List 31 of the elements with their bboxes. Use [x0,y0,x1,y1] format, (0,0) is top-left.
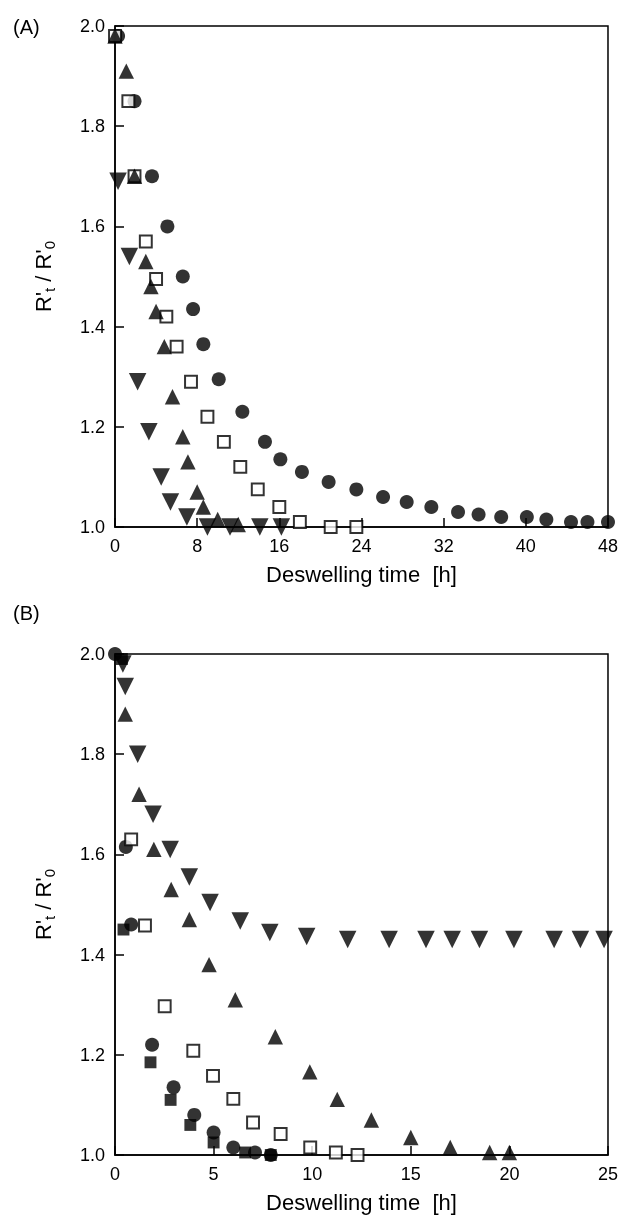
y-tick-label: 1.0 [79,517,105,537]
x-tick-label: 48 [597,536,618,556]
y-tick-label: 1.6 [79,844,105,865]
y-tick-label: 1.8 [79,116,105,137]
x-axis-title: Deswelling time [h] [266,1189,457,1215]
y-tick-label: 2.0 [79,16,105,36]
y-axis-title: R't / R'0 [31,868,58,941]
x-tick-label: 25 [597,1164,618,1184]
y-tick-label: 2.0 [79,644,105,664]
x-tick-label: 32 [433,536,454,556]
y-tick-label: 1.2 [79,1044,105,1065]
y-tick-label: 1.4 [79,944,105,965]
y-tick-label: 1.6 [79,216,105,237]
x-tick-label: 5 [208,1164,219,1184]
y-tick-label: 1.0 [79,1145,105,1165]
chart-title: (B) [13,602,40,624]
x-tick-label: 40 [515,536,536,556]
y-tick-label: 1.8 [79,744,105,765]
x-tick-label: 24 [351,536,372,556]
x-tick-label: 15 [400,1164,421,1184]
x-tick-label: 20 [499,1164,520,1184]
chart-title: (A) [13,16,40,38]
x-tick-label: 0 [109,1164,121,1184]
x-tick-label: 10 [302,1164,323,1184]
x-tick-label: 8 [192,536,203,556]
y-axis-title: R't / R'0 [31,240,58,313]
x-tick-label: 16 [269,536,290,556]
y-tick-label: 1.4 [79,316,105,337]
y-tick-label: 1.2 [79,416,105,437]
x-tick-label: 0 [109,536,121,556]
x-axis-title: Deswelling time [h] [266,561,457,587]
